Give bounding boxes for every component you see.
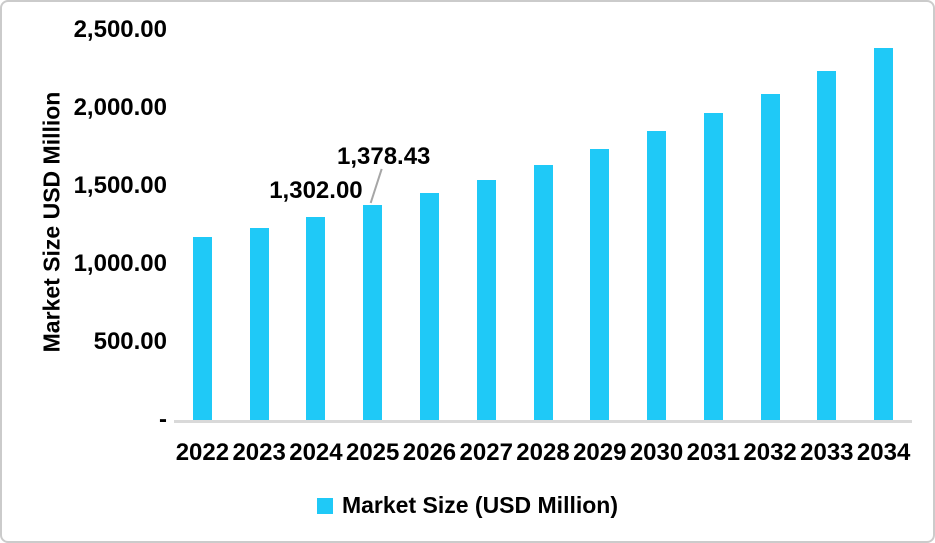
x-tick-2034: 2034 [856,439,911,466]
bar-2029 [590,148,610,420]
y-axis-title: Market Size USD Million [38,91,65,353]
bar-2033 [817,70,837,420]
legend-label: Market Size (USD Million) [341,492,619,518]
x-tick-2027: 2027 [459,439,513,466]
x-tick-2025: 2025 [345,439,400,466]
y-tick-1000: 1,000.00 [73,250,167,277]
bar-2026 [419,193,439,420]
x-tick-2030: 2030 [629,439,684,466]
x-tick-2026: 2026 [402,439,457,466]
bar-2024 [306,216,326,420]
y-tick-2000: 2,000.00 [73,94,167,121]
bar-2030 [647,131,667,420]
legend: Market Size (USD Million) [2,492,933,519]
y-tick-1500: 1,500.00 [73,172,167,199]
bar-2027 [476,179,496,420]
y-tick-0: - [159,406,167,433]
y-tick-2500: 2,500.00 [73,16,167,43]
x-tick-2029: 2029 [573,439,627,466]
bar-2028 [533,164,553,420]
plot-area [174,30,912,423]
y-tick-500: 500.00 [93,328,167,355]
x-tick-2022: 2022 [175,439,230,466]
x-tick-2031: 2031 [686,439,740,466]
x-tick-2032: 2032 [743,439,797,466]
bar-2022 [192,237,212,420]
x-tick-2024: 2024 [289,439,343,466]
bar-2032 [760,93,780,420]
x-tick-2033: 2033 [800,439,854,466]
x-tick-2028: 2028 [516,439,570,466]
bar-2034 [874,47,894,420]
bar-2023 [249,228,269,420]
x-tick-2023: 2023 [232,439,286,466]
data-label-2024: 1,302.00 [269,176,363,204]
bar-2025 [363,204,383,420]
legend-swatch-icon [316,497,333,514]
data-label-2025: 1,378.43 [336,142,431,170]
bar-2031 [703,113,723,420]
